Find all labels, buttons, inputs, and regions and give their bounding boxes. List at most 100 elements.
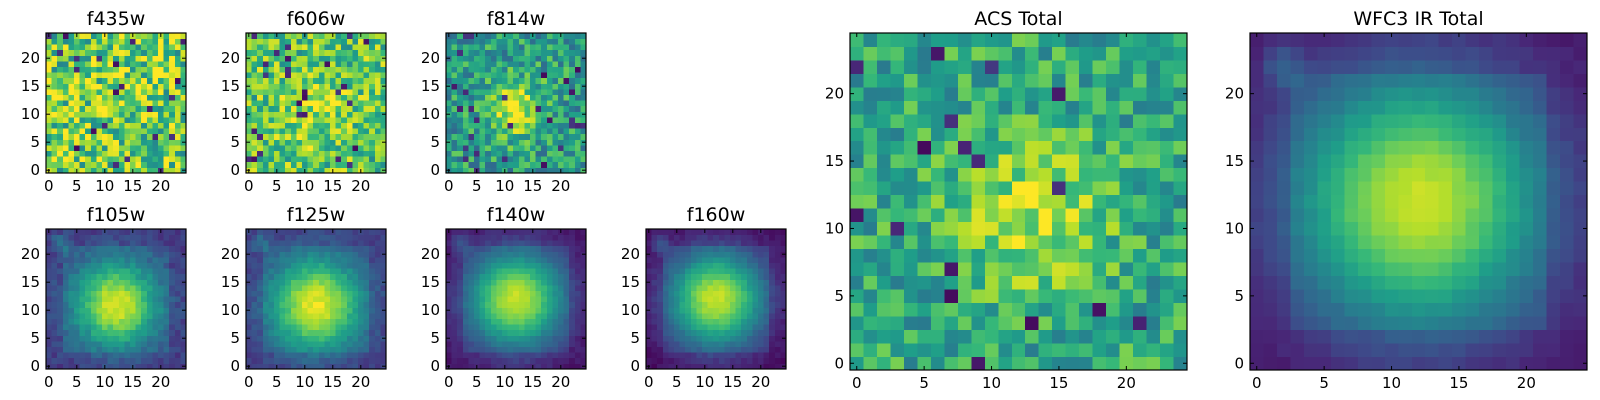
- heatmap-cell: [290, 111, 297, 118]
- heatmap-cell: [1052, 289, 1067, 303]
- heatmap-cell: [546, 251, 553, 258]
- heatmap-cell: [251, 313, 258, 319]
- heatmap-cell: [180, 324, 187, 331]
- heatmap-cell: [46, 357, 52, 364]
- heatmap-cell: [324, 167, 331, 174]
- heatmap-cell: [474, 296, 480, 303]
- heatmap-cell: [279, 341, 286, 347]
- heatmap-cell: [124, 156, 131, 163]
- heatmap-cell: [146, 150, 153, 157]
- heatmap-cell: [746, 301, 753, 308]
- heatmap-cell: [107, 105, 114, 112]
- heatmap-cell: [535, 128, 542, 135]
- heatmap-cell: [102, 49, 108, 56]
- heatmap-cell: [330, 318, 336, 325]
- heatmap-cell: [307, 94, 314, 101]
- heatmap-cell: [369, 105, 376, 112]
- heatmap-cell: [518, 262, 525, 269]
- heatmap-cell: [718, 257, 725, 263]
- heatmap-cell: [763, 229, 770, 235]
- heatmap-cell: [513, 72, 520, 79]
- heatmap-cell: [502, 240, 508, 247]
- heatmap-cell: [496, 313, 503, 319]
- heatmap-cell: [346, 72, 353, 79]
- heatmap-cell: [46, 145, 52, 151]
- heatmap-cell: [324, 363, 331, 370]
- heatmap-cell: [674, 352, 680, 359]
- heatmap-cell: [257, 100, 264, 107]
- heatmap-cell: [324, 245, 331, 252]
- heatmap-cell: [313, 111, 320, 118]
- heatmap-cell: [268, 128, 275, 135]
- heatmap-cell: [363, 279, 370, 286]
- heatmap-cell: [541, 55, 548, 62]
- heatmap-cell: [174, 161, 181, 168]
- heatmap-cell: [274, 161, 280, 168]
- heatmap-cell: [662, 352, 669, 359]
- heatmap-cell: [302, 245, 308, 252]
- heatmap-cell: [524, 145, 531, 151]
- heatmap-cell: [574, 38, 581, 45]
- heatmap-cell: [335, 38, 342, 45]
- heatmap-cell: [135, 145, 142, 151]
- heatmap-cell: [462, 245, 469, 252]
- heatmap-cell: [702, 285, 708, 291]
- heatmap-cell: [546, 167, 553, 174]
- heatmap-cell: [780, 318, 787, 325]
- heatmap-cell: [341, 296, 348, 303]
- heatmap-cell: [1038, 194, 1053, 209]
- heatmap-cell: [74, 329, 80, 336]
- heatmap-cell: [146, 66, 153, 73]
- heatmap-cell: [341, 33, 348, 39]
- heatmap-cell: [352, 83, 359, 90]
- heatmap-cell: [496, 61, 503, 67]
- heatmap-cell: [285, 240, 292, 247]
- heatmap-cell: [146, 128, 153, 135]
- heatmap-cell: [457, 324, 464, 331]
- heatmap-cell: [530, 161, 536, 168]
- heatmap-cell: [668, 357, 675, 364]
- heatmap-cell: [735, 229, 742, 235]
- heatmap-cell: [163, 83, 170, 90]
- heatmap-cell: [169, 262, 176, 269]
- heatmap-cell: [485, 83, 492, 90]
- heatmap-cell: [102, 268, 108, 275]
- heatmap-cell: [363, 324, 370, 331]
- heatmap-cell: [335, 156, 342, 163]
- heatmap-cell: [374, 55, 381, 62]
- heatmap-cell: [307, 139, 314, 146]
- heatmap-cell: [335, 363, 342, 370]
- heatmap-cell: [169, 77, 176, 84]
- heatmap-cell: [668, 290, 675, 297]
- x-tick-label: 10: [495, 373, 514, 391]
- heatmap-cell: [257, 122, 264, 129]
- heatmap-cell: [152, 324, 159, 331]
- heatmap-cell: [657, 363, 664, 370]
- heatmap-cell: [158, 335, 164, 342]
- heatmap-cell: [358, 133, 364, 140]
- heatmap-cell: [96, 55, 103, 62]
- heatmap-cell: [741, 313, 748, 319]
- heatmap-cell: [135, 100, 142, 107]
- heatmap-cell: [330, 94, 336, 101]
- heatmap-cell: [552, 262, 559, 269]
- heatmap-cell: [479, 139, 486, 146]
- heatmap-cell: [285, 139, 292, 146]
- heatmap-cell: [118, 105, 125, 112]
- heatmap-cell: [479, 61, 486, 67]
- heatmap-cell: [257, 290, 264, 297]
- heatmap-cell: [90, 313, 97, 319]
- heatmap-cell: [107, 262, 114, 269]
- heatmap-cell: [479, 285, 486, 291]
- heatmap-cell: [374, 318, 381, 325]
- heatmap-cell: [307, 61, 314, 67]
- heatmap-cell: [374, 357, 381, 364]
- heatmap-cell: [957, 316, 972, 330]
- heatmap-cell: [546, 357, 553, 364]
- heatmap-cell: [113, 100, 120, 107]
- heatmap-cell: [90, 33, 97, 39]
- heatmap-cell: [530, 329, 536, 336]
- heatmap-cell: [462, 234, 469, 241]
- heatmap-cell: [169, 234, 176, 241]
- heatmap-cell: [341, 156, 348, 163]
